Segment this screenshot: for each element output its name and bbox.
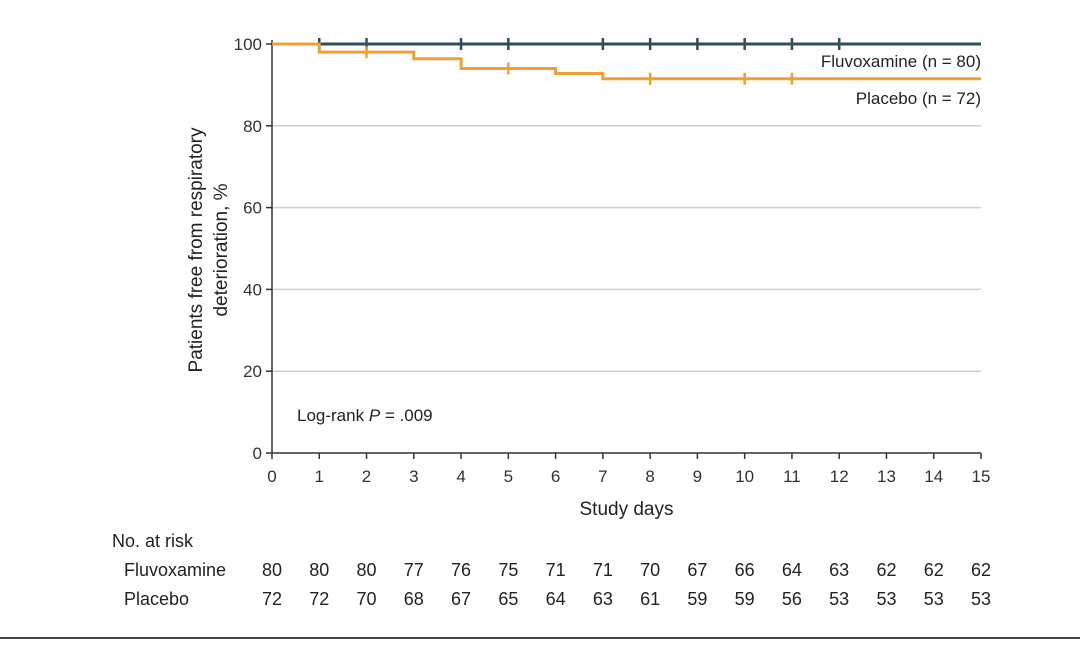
risk-cell-r1-c9: 67 [687,560,707,580]
risk-cell-r2-c12: 53 [829,589,849,609]
x-tick-label-8: 8 [645,467,654,486]
risk-cell-r2-c10: 59 [735,589,755,609]
y-tick-label-80: 80 [243,117,262,136]
y-axis-title-line-2: deterioration, % [211,183,232,316]
x-tick-label-14: 14 [924,467,943,486]
y-tick-label-40: 40 [243,280,262,299]
risk-cell-r2-c7: 63 [593,589,613,609]
x-tick-label-15: 15 [972,467,991,486]
x-tick-label-1: 1 [315,467,324,486]
x-axis-title: Study days [580,499,674,520]
log-rank-prefix: Log-rank [297,406,369,425]
risk-cell-r1-c10: 66 [735,560,755,580]
x-tick-label-12: 12 [830,467,849,486]
risk-cell-r1-c12: 63 [829,560,849,580]
risk-cell-r2-c6: 64 [546,589,566,609]
y-axis-title: Patients free from respiratory deteriorat… [186,127,232,372]
legend: Fluvoxamine (n = 80) Placebo (n = 72) [821,52,981,108]
risk-cell-r1-c7: 71 [593,560,613,580]
risk-cell-r2-c2: 70 [357,589,377,609]
risk-cell-r1-c8: 70 [640,560,660,580]
x-tick-label-5: 5 [504,467,513,486]
risk-cell-r1-c14: 62 [924,560,944,580]
risk-cell-r2-c9: 59 [687,589,707,609]
risk-cell-r1-c11: 64 [782,560,802,580]
risk-cell-r2-c4: 67 [451,589,471,609]
x-tick-label-0: 0 [267,467,276,486]
risk-cell-r1-c1: 80 [309,560,329,580]
axis-labels: Study days Patients free from respiratory… [186,127,674,520]
risk-cell-r2-c8: 61 [640,589,660,609]
x-tick-label-10: 10 [735,467,754,486]
risk-cell-r2-c5: 65 [498,589,518,609]
x-tick-label-9: 9 [693,467,702,486]
y-tick-label-60: 60 [243,199,262,218]
x-tick-label-4: 4 [456,467,465,486]
y-tick-label-100: 100 [234,35,262,54]
y-axis-title-line-1: Patients free from respiratory [186,127,207,372]
risk-cell-r2-c13: 53 [876,589,896,609]
risk-cell-r2-c15: 53 [971,589,991,609]
risk-cell-r1-c5: 75 [498,560,518,580]
risk-cell-r1-c6: 71 [546,560,566,580]
x-tick-label-2: 2 [362,467,371,486]
risk-cell-r1-c3: 77 [404,560,424,580]
risk-cell-r2-c0: 72 [262,589,282,609]
risk-cell-r1-c13: 62 [876,560,896,580]
log-rank-annotation: Log-rank P = .009 [297,406,433,425]
risk-cell-r2-c14: 53 [924,589,944,609]
risk-cell-r1-c2: 80 [357,560,377,580]
risk-row-label-2: Placebo [124,589,189,609]
x-tick-label-11: 11 [783,467,801,486]
x-tick-label-7: 7 [598,467,607,486]
risk-cell-r2-c1: 72 [309,589,329,609]
y-tick-label-20: 20 [243,362,262,381]
x-tick-label-13: 13 [877,467,896,486]
risk-cell-r1-c15: 62 [971,560,991,580]
risk-table-title: No. at risk [112,531,194,551]
risk-table: No. at risk Fluvoxamine 80 80 80 77 76 75 71 71 70… [112,531,991,609]
risk-cell-r2-c11: 56 [782,589,802,609]
series-group [272,38,981,85]
risk-cell-r1-c4: 76 [451,560,471,580]
legend-label-1: Fluvoxamine (n = 80) [821,52,981,71]
y-tick-label-0: 0 [253,444,262,463]
risk-cell-r1-c0: 80 [262,560,282,580]
series-line-2 [272,42,981,81]
legend-label-2: Placebo (n = 72) [856,89,981,108]
x-tick-label-6: 6 [551,467,560,486]
risk-cell-r2-c3: 68 [404,589,424,609]
log-rank-value: = .009 [380,406,432,425]
log-rank-p: P [369,406,381,425]
x-tick-label-3: 3 [409,467,418,486]
risk-row-label-1: Fluvoxamine [124,560,226,580]
